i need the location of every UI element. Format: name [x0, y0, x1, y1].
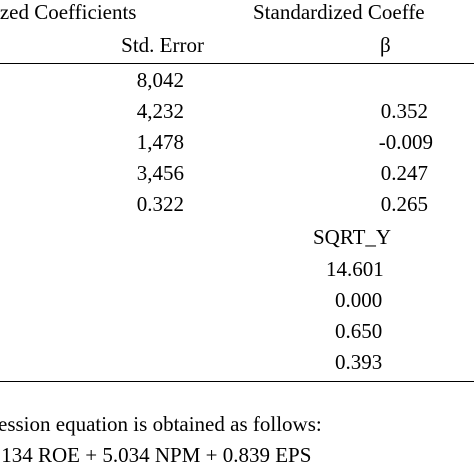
summary-value-1: 14.601 [326, 257, 384, 281]
unstandardized-coefficients-header: ized Coefficients [0, 0, 137, 24]
table-bottom-rule [0, 381, 474, 382]
header-divider [0, 63, 474, 64]
beta-row-2: 0.352 [380, 99, 428, 123]
std-error-row-1: 8,042 [136, 68, 184, 92]
beta-row-3: -0.009 [378, 130, 433, 154]
std-error-row-5: 0.322 [136, 192, 184, 216]
summary-value-3: 0.650 [335, 319, 383, 343]
summary-label: SQRT_Y [313, 225, 392, 249]
regression-equation-intro: ession equation is obtained as follows: [0, 412, 322, 436]
summary-value-4: 0.393 [335, 350, 383, 374]
std-error-row-3: 1,478 [136, 130, 184, 154]
beta-row-4: 0.247 [380, 161, 428, 185]
summary-value-2: 0.000 [335, 288, 383, 312]
beta-row-5: 0.265 [380, 192, 428, 216]
beta-column-header: β [380, 33, 391, 57]
regression-equation: .134 ROE + 5.034 NPM + 0.839 EPS [0, 443, 312, 467]
std-error-row-2: 4,232 [136, 99, 184, 123]
standardized-coefficients-header: Standardized Coeffe [253, 0, 425, 24]
std-error-row-4: 3,456 [136, 161, 184, 185]
std-error-column-header: Std. Error [121, 33, 204, 57]
